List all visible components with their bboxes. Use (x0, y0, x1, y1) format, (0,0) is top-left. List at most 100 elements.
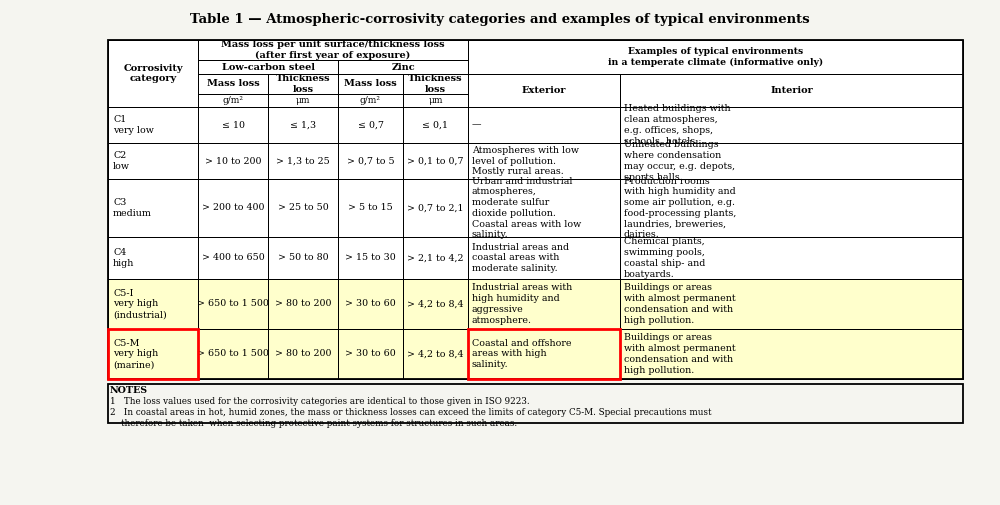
Text: Production rooms
with high humidity and
some air pollution, e.g.
food-processing: Production rooms with high humidity and … (624, 177, 736, 239)
Text: Industrial areas with
high humidity and
aggressive
atmosphere.: Industrial areas with high humidity and … (472, 283, 572, 325)
Text: Coastal and offshore
areas with high
salinity.: Coastal and offshore areas with high sal… (472, 339, 572, 369)
Bar (268, 74, 338, 94)
Bar (403, 279, 468, 329)
Bar (403, 107, 468, 143)
Bar (403, 237, 468, 279)
Bar (268, 143, 338, 179)
Text: g/m²: g/m² (222, 96, 244, 105)
Bar (108, 40, 198, 107)
Bar (198, 329, 268, 379)
Bar (468, 74, 620, 107)
Text: ≤ 0,1: ≤ 0,1 (422, 121, 448, 129)
Text: > 4,2 to 8,4: > 4,2 to 8,4 (407, 349, 464, 359)
Bar (268, 279, 338, 329)
Bar (338, 237, 403, 279)
Text: > 400 to 650: > 400 to 650 (202, 254, 264, 263)
Text: Examples of typical environments
in a temperate climate (informative only): Examples of typical environments in a te… (608, 47, 823, 67)
Bar (198, 329, 268, 379)
Text: ≤ 1,3: ≤ 1,3 (290, 121, 316, 129)
Bar (403, 329, 468, 379)
Text: Thickness
loss: Thickness loss (408, 74, 463, 94)
Text: Exterior: Exterior (522, 86, 566, 95)
Bar (108, 237, 198, 279)
Bar (108, 329, 198, 379)
Bar (338, 94, 403, 107)
Bar (108, 329, 198, 379)
Bar (468, 329, 620, 379)
Bar (620, 279, 963, 329)
Bar (468, 143, 620, 179)
Bar (268, 329, 338, 379)
Text: > 15 to 30: > 15 to 30 (345, 254, 396, 263)
Bar (268, 237, 338, 279)
Bar (468, 279, 620, 329)
Bar (403, 143, 468, 179)
Bar (403, 179, 468, 237)
Bar (108, 279, 198, 329)
Bar (338, 74, 403, 94)
Bar (620, 237, 963, 279)
Text: g/m²: g/m² (360, 96, 381, 105)
Bar (108, 329, 198, 379)
Bar (198, 74, 268, 94)
Bar (338, 179, 403, 237)
Text: > 5 to 15: > 5 to 15 (348, 204, 393, 213)
Bar (268, 179, 338, 237)
Bar (198, 40, 468, 60)
Bar (108, 384, 963, 423)
Bar (338, 329, 403, 379)
Bar (108, 237, 198, 279)
Bar (620, 107, 963, 143)
Bar (403, 237, 468, 279)
Text: Low-carbon steel: Low-carbon steel (222, 63, 314, 72)
Bar (338, 143, 403, 179)
Bar (108, 40, 198, 107)
Bar (108, 143, 198, 179)
Bar (468, 74, 620, 107)
Text: Industrial areas and
coastal areas with
moderate salinity.: Industrial areas and coastal areas with … (472, 243, 569, 273)
Text: Thickness
loss: Thickness loss (276, 74, 330, 94)
Bar (468, 329, 620, 379)
Bar (338, 60, 468, 74)
Bar (268, 94, 338, 107)
Bar (198, 107, 268, 143)
Bar (620, 74, 963, 107)
Bar (108, 40, 963, 379)
Text: > 4,2 to 8,4: > 4,2 to 8,4 (407, 299, 464, 309)
Bar (338, 279, 403, 329)
Bar (403, 74, 468, 94)
Bar (198, 279, 268, 329)
Text: > 80 to 200: > 80 to 200 (275, 299, 331, 309)
Bar (268, 107, 338, 143)
Bar (620, 329, 963, 379)
Text: Buildings or areas
with almost permanent
condensation and with
high pollution.: Buildings or areas with almost permanent… (624, 283, 736, 325)
Text: > 0,7 to 2,1: > 0,7 to 2,1 (407, 204, 464, 213)
Text: ≤ 10: ≤ 10 (222, 121, 244, 129)
Text: Unheated buildings
where condensation
may occur, e.g. depots,
sports halls.: Unheated buildings where condensation ma… (624, 140, 735, 182)
Bar (268, 329, 338, 379)
Bar (198, 60, 338, 74)
Text: Buildings or areas
with almost permanent
condensation and with
high pollution.: Buildings or areas with almost permanent… (624, 333, 736, 375)
Text: Chemical plants,
swimming pools,
coastal ship- and
boatyards.: Chemical plants, swimming pools, coastal… (624, 237, 705, 279)
Bar (468, 179, 620, 237)
Text: > 30 to 60: > 30 to 60 (345, 299, 396, 309)
Bar (338, 143, 403, 179)
Bar (468, 107, 620, 143)
Text: C5-M
very high
(marine): C5-M very high (marine) (113, 339, 158, 369)
Bar (198, 179, 268, 237)
Text: Atmospheres with low
level of pollution.
Mostly rural areas.: Atmospheres with low level of pollution.… (472, 146, 579, 176)
Text: Heated buildings with
clean atmospheres,
e.g. offices, shops,
schools, hotels.: Heated buildings with clean atmospheres,… (624, 105, 731, 145)
Text: C2
low: C2 low (113, 151, 130, 171)
Bar (338, 94, 403, 107)
Text: Corrosivity
category: Corrosivity category (123, 64, 183, 83)
Bar (338, 74, 403, 94)
Bar (468, 237, 620, 279)
Bar (403, 329, 468, 379)
Text: C1
very low: C1 very low (113, 115, 154, 135)
Bar (198, 94, 268, 107)
Bar (198, 237, 268, 279)
Bar (198, 143, 268, 179)
Bar (108, 107, 198, 143)
Bar (338, 237, 403, 279)
Bar (108, 143, 198, 179)
